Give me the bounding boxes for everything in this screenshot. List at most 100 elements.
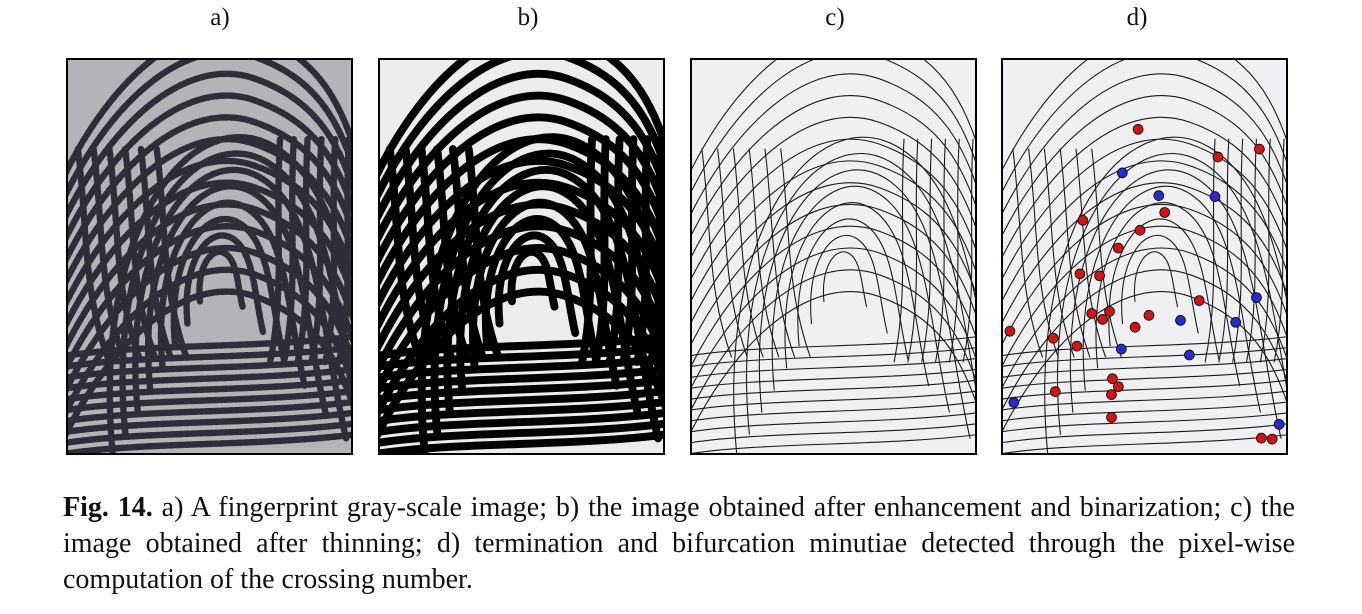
ridge-line <box>948 138 960 363</box>
fingerprint-grayscale-image <box>68 60 351 453</box>
ridge-line <box>1003 368 1286 389</box>
ridge-line <box>647 135 663 366</box>
ridge-line <box>907 138 919 363</box>
bifurcation-minutia-marker <box>1209 191 1221 202</box>
fingerprint-thinned-image <box>692 60 975 453</box>
ridge-line <box>322 135 339 366</box>
ridge-line <box>294 135 311 366</box>
termination-minutia-marker <box>1256 432 1267 444</box>
ridge-line <box>692 412 975 433</box>
ridge-line <box>1012 148 1043 358</box>
ridge-line <box>692 390 975 411</box>
ridge-line <box>1232 138 1244 363</box>
termination-minutia-marker <box>1077 215 1089 226</box>
ridge-line <box>1003 291 1286 431</box>
termination-minutia-marker <box>1004 325 1016 337</box>
bifurcation-minutia-marker <box>1184 349 1195 361</box>
ridge-line <box>170 215 288 363</box>
figure-caption-text: a) A fingerprint gray-scale image; b) th… <box>63 492 1295 595</box>
termination-minutia-marker <box>1143 310 1155 321</box>
ridge-line <box>1003 390 1286 411</box>
panel-b-binarized-fingerprint <box>378 58 665 455</box>
ridge-line <box>692 225 975 366</box>
termination-minutia-marker <box>1074 268 1086 280</box>
ridge-line <box>1003 73 1286 214</box>
ridge-line <box>68 92 351 241</box>
termination-minutia-marker <box>1071 340 1083 352</box>
ridge-line <box>68 60 351 176</box>
ridge-line <box>1044 136 1286 453</box>
ridge-line <box>401 145 440 361</box>
ridge-line <box>68 409 351 435</box>
ridge-line <box>1091 148 1122 358</box>
ridge-line <box>692 358 975 378</box>
ridge-line <box>1003 379 1286 400</box>
ridge-line <box>921 138 933 363</box>
ridge-line <box>1003 434 1286 453</box>
termination-minutia-marker <box>1049 386 1061 397</box>
ridge-line <box>692 347 975 367</box>
ridge-line <box>196 248 246 310</box>
ridge-line <box>380 376 663 403</box>
ridge-line <box>145 183 329 416</box>
ridge-line <box>962 138 974 363</box>
ridge-line <box>692 247 975 388</box>
ridge-line <box>449 145 487 361</box>
ridge-line <box>443 166 663 443</box>
bifurcation-minutia-marker <box>1230 316 1242 328</box>
ridge-line <box>893 138 905 363</box>
ridge-line <box>692 336 975 356</box>
ridge-line <box>417 145 455 361</box>
ridge-line <box>380 113 663 265</box>
termination-minutia-marker <box>1212 151 1224 163</box>
bifurcation-minutia-marker <box>1008 397 1020 408</box>
ridge-line <box>380 430 663 453</box>
ridge-line <box>1003 401 1286 422</box>
ridge-line <box>692 182 975 322</box>
panel-c-thinned-fingerprint <box>690 58 977 455</box>
termination-minutia-marker <box>1086 308 1098 319</box>
ridge-line <box>380 135 663 287</box>
termination-minutia-marker <box>1129 321 1141 333</box>
ridge-line <box>137 145 174 361</box>
ridge-line <box>433 145 471 361</box>
ridge-line <box>1003 116 1286 257</box>
ridge-line <box>1218 138 1230 363</box>
ridge-line <box>68 377 351 403</box>
ridge-line <box>733 136 975 453</box>
ridge-line <box>692 291 975 431</box>
termination-minutia-marker <box>1097 314 1108 325</box>
termination-minutia-marker <box>1159 207 1171 218</box>
ridge-line <box>380 398 663 425</box>
ridge-line <box>764 148 796 358</box>
ridge-line <box>481 215 600 364</box>
ridge-line <box>810 234 888 334</box>
ridge-line <box>1069 169 1282 439</box>
bifurcation-minutia-marker <box>1116 167 1128 179</box>
termination-minutia-marker <box>1132 123 1144 135</box>
ridge-line <box>1003 204 1286 344</box>
ridge-line <box>1204 138 1216 363</box>
ridge-line <box>68 114 351 263</box>
termination-minutia-marker <box>1107 373 1118 385</box>
ridge-line <box>1259 138 1271 363</box>
ridge-line <box>280 135 298 366</box>
ridge-line <box>701 148 732 358</box>
ridge-line <box>692 60 975 192</box>
ridge-line <box>578 135 596 366</box>
ridge-line <box>692 269 975 410</box>
termination-minutia-marker <box>1047 332 1059 344</box>
ridge-line <box>68 288 351 437</box>
ridge-line <box>1003 358 1286 378</box>
ridge-line <box>308 135 325 366</box>
ridge-line <box>68 344 351 370</box>
ridge-line <box>68 388 351 414</box>
ridge-line <box>692 379 975 400</box>
termination-minutia-marker <box>1106 412 1117 423</box>
ridge-line <box>380 332 663 360</box>
ridge-line <box>380 365 663 393</box>
ridge-line <box>464 145 503 361</box>
ridge-line <box>132 166 350 442</box>
termination-minutia-marker <box>1266 433 1278 445</box>
termination-minutia-marker <box>1134 224 1146 236</box>
